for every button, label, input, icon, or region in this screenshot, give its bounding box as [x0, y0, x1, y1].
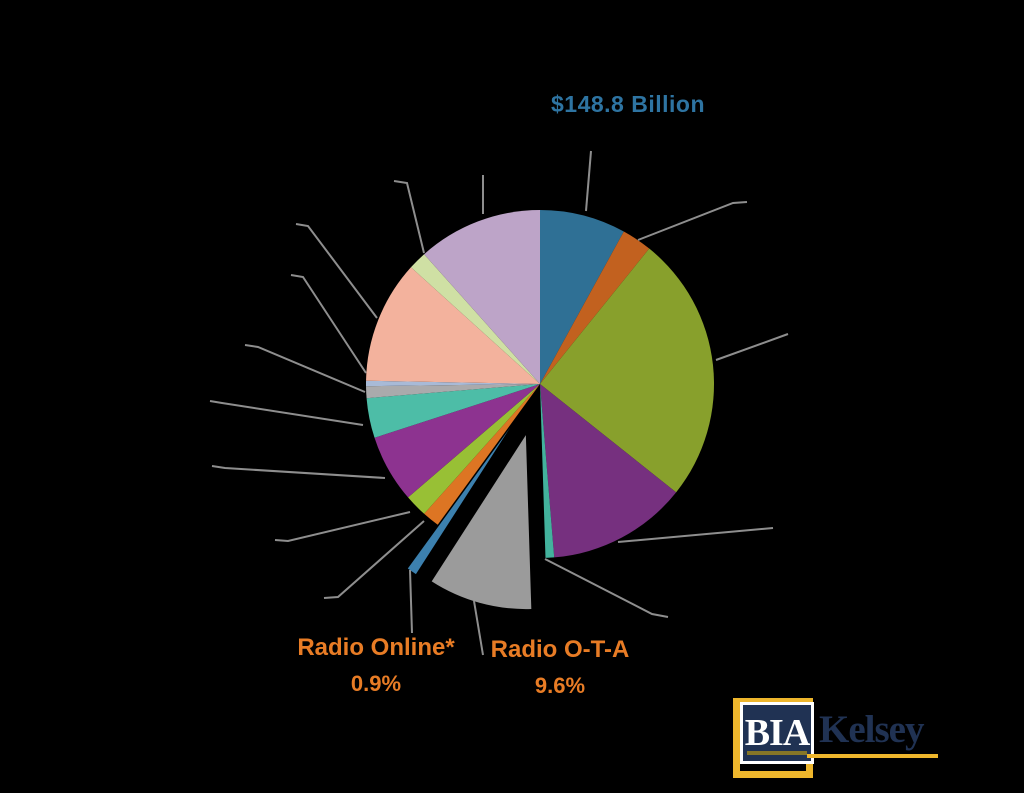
leader-line-radio-ota: [473, 600, 484, 656]
leader-line-teal: [209, 400, 364, 426]
pie-slice-dark-purple: [540, 384, 677, 558]
logo-inner-gold-line: [747, 751, 807, 755]
leader-line-orange: [323, 520, 425, 599]
pie-slice-violet: [374, 384, 540, 498]
leader-line-dark-purple: [617, 527, 774, 543]
leader-line-olive-green: [715, 333, 789, 361]
radio-ota-callout: Radio O-T-A 9.6%: [454, 637, 666, 698]
leader-line-burnt-orange: [637, 201, 748, 241]
pie-slice-orange: [424, 384, 540, 525]
pie-slice-lavender: [424, 210, 540, 384]
pie-slice-periwinkle: [365, 380, 540, 387]
radio-ota-percent: 9.6%: [534, 673, 586, 698]
pie-slice-radio-ota: [431, 435, 532, 610]
leader-line-teal-sliver: [544, 558, 669, 618]
logo-bia-text: BIA: [744, 712, 811, 754]
pie-slice-radio-online: [407, 427, 511, 575]
leader-line-steel-blue: [585, 150, 592, 212]
leader-line-light-gray: [244, 344, 366, 393]
pie-slice-light-gray: [366, 384, 540, 399]
leader-line-peach: [295, 223, 378, 319]
radio-online-label: Radio Online*: [297, 634, 455, 661]
bia-kelsey-logo: BIA Kelsey: [733, 697, 948, 783]
chart-title: $148.8 Billion: [551, 91, 706, 117]
pie-slice-chartreuse: [408, 384, 540, 514]
pie-slice-teal-sliver: [540, 384, 555, 558]
leader-line-radio-online: [409, 569, 413, 634]
pie-slice-peach: [366, 267, 540, 384]
leader-line-pale-green: [393, 180, 425, 254]
pie-slice-teal: [366, 384, 540, 438]
leader-line-periwinkle: [290, 274, 367, 374]
leader-line-chartreuse: [274, 511, 411, 543]
pie-slice-pale-green: [410, 254, 540, 384]
radio-ota-label: Radio O-T-A: [490, 636, 630, 663]
radio-online-callout: Radio Online* 0.9%: [270, 635, 482, 696]
logo-kelsey-text: Kelsey: [819, 708, 924, 751]
leader-line-violet: [211, 465, 386, 479]
logo-gold-underline: [807, 754, 938, 758]
pie-slice-burnt-orange: [540, 231, 650, 384]
radio-online-percent: 0.9%: [350, 671, 402, 696]
pie-slice-olive-green: [540, 248, 715, 493]
pie-slice-steel-blue: [540, 210, 624, 384]
logo-navy-square: BIA: [740, 702, 814, 764]
